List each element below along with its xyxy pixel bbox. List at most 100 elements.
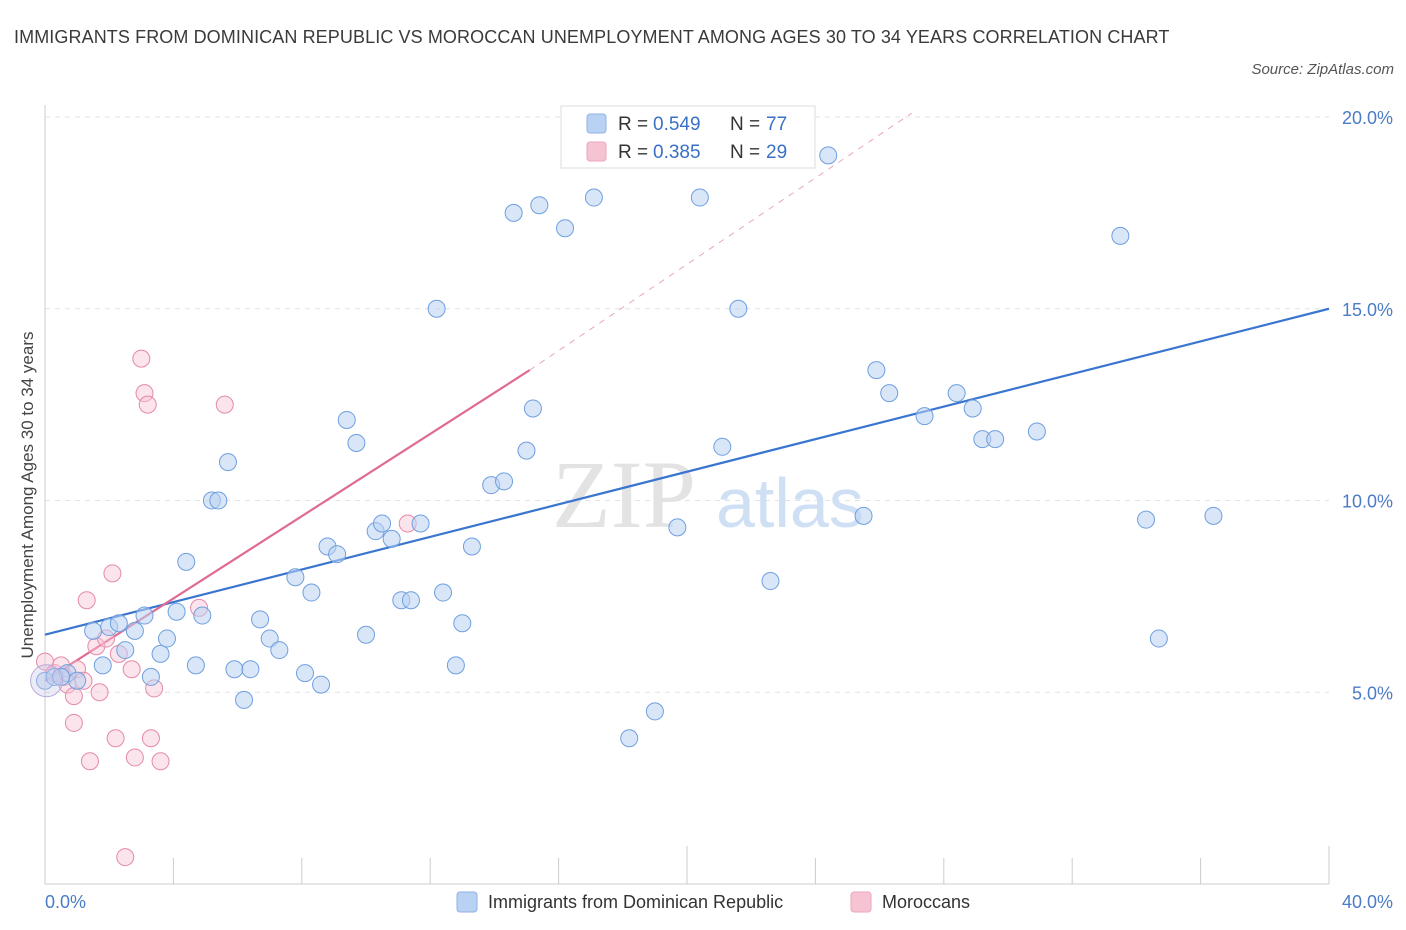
point-dominican: [251, 610, 270, 629]
legend-r-label-2: R =: [618, 142, 648, 163]
point-moroccan: [135, 384, 154, 403]
point-dominican: [125, 621, 144, 640]
point-dominican: [382, 529, 401, 548]
point-dominican: [109, 614, 128, 633]
point-dominican: [141, 667, 160, 686]
bottom-legend: Immigrants from Dominican Republic Moroc…: [456, 891, 970, 913]
point-dominican: [434, 583, 453, 602]
point-moroccan: [138, 395, 157, 414]
point-dominican: [312, 675, 331, 694]
legend-swatch-pink: [586, 141, 607, 162]
point-dominican: [209, 491, 228, 510]
point-dominican: [225, 660, 244, 679]
y-tick-label: 10.0%: [1342, 492, 1393, 512]
point-dominican: [373, 514, 392, 533]
point-dominican: [286, 568, 305, 587]
point-dominican: [193, 606, 212, 625]
gridlines: [45, 116, 1329, 693]
y-tick-labels: 5.0% 10.0% 15.0% 20.0%: [1342, 108, 1393, 703]
point-dominican: [328, 545, 347, 564]
point-dominican: [446, 656, 465, 675]
legend-n-label-1: N =: [730, 114, 760, 135]
point-dominican: [517, 441, 536, 460]
point-cluster-origin: [30, 664, 64, 698]
point-dominican: [93, 656, 112, 675]
point-dominican: [135, 606, 154, 625]
point-dominican: [411, 514, 430, 533]
bottom-legend-swatch-blue: [456, 891, 478, 913]
point-dominican: [1149, 629, 1168, 648]
point-dominican: [761, 572, 780, 591]
point-dominican: [880, 384, 899, 403]
point-dominican: [495, 472, 514, 491]
point-dominican: [177, 552, 196, 571]
point-moroccan: [122, 660, 141, 679]
legend-box: R = 0.549 N = 77 R = 0.385 N = 29: [560, 105, 816, 169]
axes: [44, 105, 1330, 885]
point-dominican: [235, 690, 254, 709]
chart-source: Source: ZipAtlas.com: [1251, 61, 1394, 78]
point-moroccan: [215, 395, 234, 414]
point-moroccan: [132, 349, 151, 368]
legend-n-value-1: 77: [766, 114, 787, 135]
point-moroccan: [90, 683, 109, 702]
point-dominican: [645, 702, 664, 721]
point-moroccan: [103, 564, 122, 583]
point-dominican: [1137, 510, 1156, 529]
bottom-legend-label-1: Immigrants from Dominican Republic: [488, 892, 783, 912]
point-dominican: [556, 219, 575, 238]
point-dominican: [523, 399, 542, 418]
point-moroccan: [125, 748, 144, 767]
point-dominican: [357, 625, 375, 644]
point-moroccan: [64, 713, 83, 732]
point-moroccan: [151, 752, 170, 771]
point-dominican: [1204, 506, 1223, 525]
point-dominican: [453, 614, 472, 633]
trend-line-moroccan-extension: [529, 112, 912, 371]
point-moroccan: [80, 752, 99, 771]
trend-line-moroccan: [44, 369, 531, 682]
point-dominican: [819, 146, 838, 165]
y-tick-label: 20.0%: [1342, 108, 1393, 128]
trend-lines: [44, 112, 1330, 682]
point-moroccan: [64, 687, 83, 706]
legend-swatch-blue: [586, 113, 607, 134]
y-tick-label: 5.0%: [1352, 683, 1393, 703]
point-moroccan: [77, 591, 96, 610]
point-dominican: [337, 410, 356, 429]
point-dominican: [296, 664, 315, 683]
point-moroccan: [141, 729, 160, 748]
point-dominican: [84, 621, 103, 640]
point-dominican: [690, 188, 709, 207]
point-dominican: [302, 583, 321, 602]
point-dominican: [1111, 226, 1130, 245]
point-dominican: [462, 537, 481, 556]
point-dominican: [620, 729, 639, 748]
point-dominican: [241, 660, 260, 679]
point-moroccan: [116, 848, 135, 867]
point-dominican: [504, 203, 523, 222]
point-dominican: [854, 506, 873, 525]
point-dominican: [668, 518, 687, 537]
point-dominican: [947, 384, 966, 403]
x-tick-label-min: 0.0%: [45, 892, 86, 912]
point-dominican: [1027, 422, 1046, 441]
point-dominican: [867, 361, 886, 380]
point-dominican: [52, 667, 71, 686]
legend-n-label-2: N =: [730, 142, 760, 163]
trend-line-dominican: [44, 307, 1330, 636]
point-dominican: [270, 641, 289, 660]
chart-title: IMMIGRANTS FROM DOMINICAN REPUBLIC VS MO…: [14, 27, 1170, 47]
legend-r-value-2: 0.385: [653, 142, 701, 163]
point-dominican: [584, 188, 603, 207]
point-dominican: [530, 196, 549, 215]
point-dominican: [260, 629, 279, 648]
data-points: [30, 146, 1223, 867]
point-dominican: [167, 602, 186, 621]
bottom-legend-label-2: Moroccans: [882, 892, 970, 912]
legend-r-value-1: 0.549: [653, 114, 701, 135]
point-dominican: [151, 644, 170, 663]
y-tick-label: 15.0%: [1342, 300, 1393, 320]
x-tick-label-max: 40.0%: [1342, 892, 1393, 912]
